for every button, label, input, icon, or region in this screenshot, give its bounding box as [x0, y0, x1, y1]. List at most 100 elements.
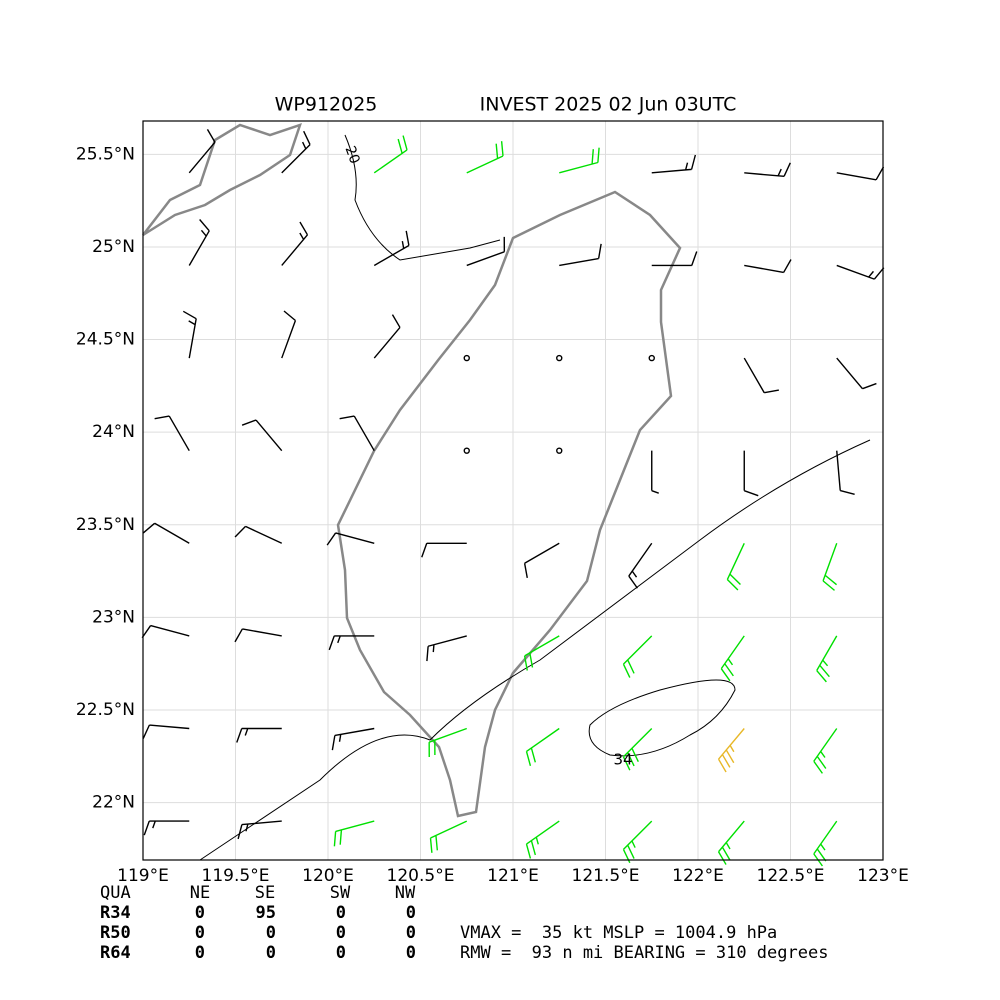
table-cell: 0: [406, 923, 416, 943]
calm-marker: [556, 447, 563, 454]
wind-barb: [182, 310, 197, 359]
wind-barb: [333, 820, 375, 847]
wind-barb: [622, 728, 653, 771]
plot-frame: [142, 120, 884, 861]
wind-barb: [743, 357, 779, 394]
chart-title: WP912025: [275, 94, 378, 116]
wind-barb: [717, 820, 745, 865]
wind-barb: [523, 542, 560, 579]
wind-barb: [373, 135, 408, 174]
wind-barb: [428, 727, 467, 758]
table-cell: R50: [100, 923, 131, 943]
wind-barb: [429, 820, 468, 853]
wind-barb: [466, 236, 506, 267]
wind-barb: [744, 259, 792, 274]
y-tick-label: 23°N: [92, 607, 135, 627]
table-header: QUA: [100, 883, 131, 903]
wind-barb: [373, 314, 401, 359]
y-tick-label: 24.5°N: [76, 330, 135, 350]
table-cell: 0: [406, 943, 416, 963]
x-tick-label: 121°E: [487, 866, 539, 886]
x-tick-label: 120°E: [302, 866, 354, 886]
wind-barb: [813, 820, 838, 867]
wind-barb: [154, 415, 190, 452]
table-cell: 0: [266, 923, 276, 943]
wind-barb: [143, 820, 190, 836]
wind-barb: [234, 628, 282, 643]
wind-barb: [525, 727, 560, 766]
wind-barb: [236, 727, 282, 743]
wind-barb: [421, 542, 467, 558]
wind-barb: [813, 728, 838, 774]
table-cell: 0: [336, 903, 346, 923]
wind-barb: [141, 624, 190, 639]
contour-line: [199, 439, 871, 861]
wind-barb: [281, 310, 297, 359]
calm-marker: [648, 354, 655, 362]
calm-marker: [463, 447, 470, 454]
wind-barb: [281, 130, 311, 174]
y-tick-label: 22°N: [92, 793, 135, 813]
wind-barb: [559, 243, 602, 267]
table-cell: R64: [100, 943, 131, 963]
table-cell: 0: [195, 903, 205, 923]
table-cell: 0: [195, 923, 205, 943]
contour-line: [344, 134, 501, 261]
wind-barb: [188, 219, 210, 266]
y-tick-label: 22.5°N: [76, 700, 135, 720]
x-tick-label: 123°E: [857, 866, 909, 886]
calm-marker: [556, 354, 563, 362]
table-cell: 0: [266, 943, 276, 963]
wind-barb: [466, 141, 504, 174]
wind-barb: [822, 543, 838, 591]
table-cell: 0: [336, 943, 346, 963]
x-tick-label: 121.5°E: [572, 866, 640, 886]
wind-barb: [373, 230, 410, 267]
y-tick-label: 23.5°N: [76, 515, 135, 535]
table-header: NE: [190, 883, 210, 903]
wind-barb: [651, 450, 659, 494]
table-cell: 0: [195, 943, 205, 963]
wind-barb: [241, 419, 283, 452]
wind-barb: [836, 264, 885, 280]
table-cell: 95: [256, 903, 276, 923]
wind-barb: [281, 221, 309, 266]
wind-barb: [234, 525, 283, 544]
wind-barb: [142, 522, 190, 544]
wind-barb: [628, 542, 653, 589]
wind-barb: [188, 129, 216, 174]
x-tick-label: 122°E: [672, 866, 724, 886]
wind-barb: [651, 251, 698, 267]
wind-barb: [339, 415, 375, 452]
coastline-mainland: [142, 123, 302, 237]
calm-marker: [463, 354, 470, 362]
coastline-taiwan: [336, 190, 682, 818]
chart-title: INVEST 2025 02 Jun 03UTC: [480, 94, 737, 116]
wind-barb: [142, 724, 190, 739]
wind-barb: [237, 820, 282, 840]
wind-barb: [744, 162, 791, 178]
x-tick-label: 119.5°E: [202, 866, 270, 886]
wind-barb: [651, 154, 697, 174]
wind-barb: [816, 635, 838, 683]
x-tick-label: 120.5°E: [387, 866, 455, 886]
summary-line: RMW = 93 n mi BEARING = 310 degrees: [460, 943, 828, 963]
wind-barb: [720, 635, 745, 682]
contour-label: 20: [341, 144, 362, 166]
table-header: SE: [255, 883, 275, 903]
y-tick-label: 24°N: [92, 422, 135, 442]
wind-barb: [622, 635, 653, 678]
barb-layer: [141, 129, 885, 867]
wind-barb: [326, 532, 375, 546]
wind-barb: [743, 450, 759, 497]
table-cell: R34: [100, 903, 131, 923]
wind-barb: [559, 147, 600, 174]
y-tick-label: 25.5°N: [76, 144, 135, 164]
wind-barb: [523, 635, 560, 671]
wind-barb: [328, 635, 375, 651]
wind-barb: [525, 820, 560, 859]
wind-barb: [622, 820, 653, 864]
wind-barb: [836, 166, 885, 181]
